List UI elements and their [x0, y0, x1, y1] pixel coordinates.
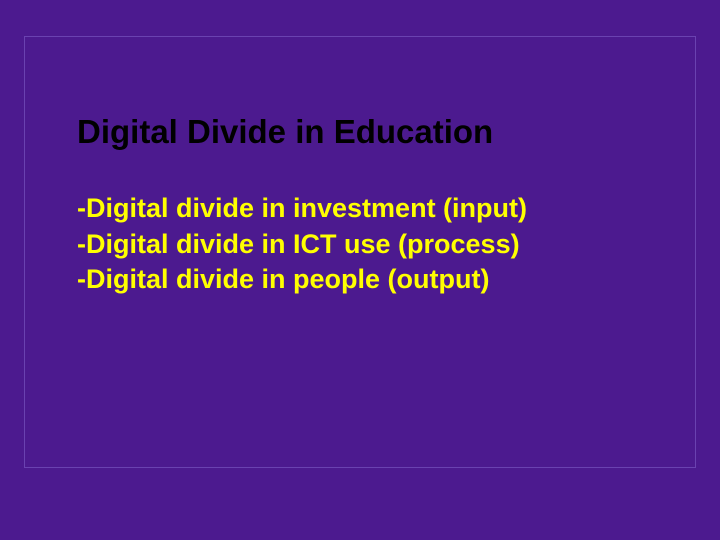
bullet-item: -Digital divide in investment (input)	[77, 191, 695, 227]
slide-content: Digital Divide in Education -Digital div…	[25, 37, 695, 298]
bullet-item: -Digital divide in ICT use (process)	[77, 227, 695, 263]
slide-frame: Digital Divide in Education -Digital div…	[24, 36, 696, 468]
slide-title: Digital Divide in Education	[77, 113, 695, 151]
bullet-item: -Digital divide in people (output)	[77, 262, 695, 298]
